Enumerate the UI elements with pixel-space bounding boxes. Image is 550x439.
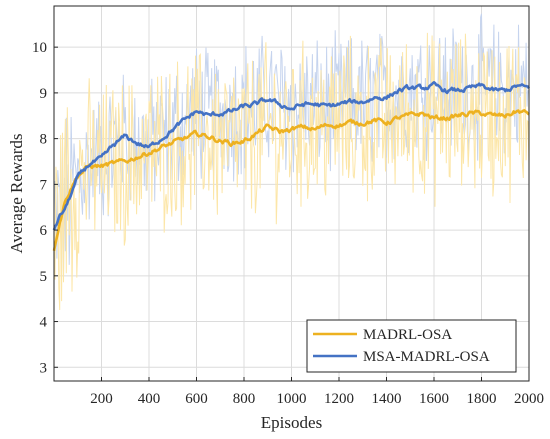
x-tick-label: 1800 — [467, 391, 497, 407]
legend-box — [306, 319, 517, 373]
legend-label-madrl-osa: MADRL-OSA — [363, 327, 452, 343]
legend: MADRL-OSA MSA-MADRL-OSA — [306, 319, 517, 373]
y-tick-label: 7 — [40, 177, 48, 193]
x-tick-label: 200 — [90, 391, 113, 407]
x-tick-label: 1600 — [419, 391, 449, 407]
x-tick-label: 2000 — [514, 391, 544, 407]
x-tick-label: 1000 — [277, 391, 307, 407]
y-tick-label: 6 — [40, 223, 48, 239]
x-tick-label: 800 — [233, 391, 256, 407]
legend-label-msa-madrl-osa: MSA-MADRL-OSA — [363, 349, 490, 365]
x-tick-label: 600 — [185, 391, 208, 407]
raw-trace-madrl-osa — [53, 32, 530, 311]
y-tick-label: 5 — [40, 269, 48, 285]
y-tick-label: 10 — [32, 40, 47, 56]
x-axis-label: Episodes — [261, 413, 322, 432]
y-tick-label: 9 — [40, 86, 48, 102]
y-tick-label: 8 — [40, 132, 48, 148]
series-line-madrl-osa — [52, 109, 530, 251]
smoothed-lines — [52, 81, 531, 251]
raw-reward-traces — [53, 13, 530, 311]
y-tick-label: 4 — [40, 315, 48, 331]
y-axis-label: Average Rewards — [7, 133, 26, 253]
y-tick-label: 3 — [40, 360, 48, 376]
series-line-msa-madrl-osa — [52, 81, 531, 231]
x-tick-label: 1200 — [324, 391, 354, 407]
x-tick-label: 400 — [138, 391, 161, 407]
x-tick-label: 1400 — [372, 391, 402, 407]
axis-ticks: 200 400 600 800 1000 1200 1400 1600 1800 2000 3 4 5 6… — [32, 40, 544, 407]
